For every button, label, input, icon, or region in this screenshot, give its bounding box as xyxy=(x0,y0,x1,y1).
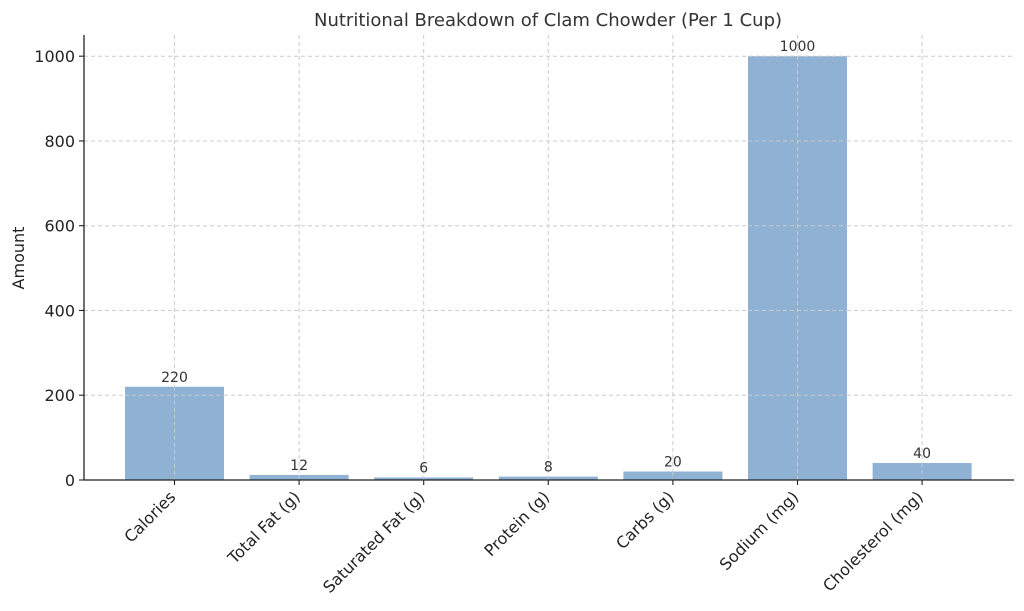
y-tick-label: 400 xyxy=(44,301,75,320)
y-axis-label: Amount xyxy=(9,227,28,290)
chart-title: Nutritional Breakdown of Clam Chowder (P… xyxy=(314,10,782,31)
x-tick-label: Saturated Fat (g) xyxy=(319,487,428,596)
bar-value-label: 1000 xyxy=(780,39,816,55)
bar xyxy=(623,471,723,480)
x-tick-label: Calories xyxy=(120,487,179,546)
x-tick-label: Protein (g) xyxy=(480,487,553,560)
bar-value-label: 8 xyxy=(544,460,553,476)
x-ticks: Calories Total Fat (g) Saturated Fat (g) Pr… xyxy=(120,480,927,597)
x-tick-label: Cholesterol (mg) xyxy=(819,487,927,595)
y-ticks: 0 200 400 600 800 1000 xyxy=(34,47,84,490)
bar-value-label: 220 xyxy=(161,370,188,386)
bar-value-label: 6 xyxy=(419,460,428,476)
y-tick-label: 0 xyxy=(65,471,75,490)
bar-value-label: 20 xyxy=(664,455,682,471)
bar-value-label: 40 xyxy=(913,446,931,462)
y-tick-label: 600 xyxy=(44,217,75,236)
bar-labels: 220 12 6 8 20 1000 40 xyxy=(161,39,931,476)
y-tick-label: 800 xyxy=(44,132,75,151)
x-tick-label: Carbs (g) xyxy=(612,487,678,553)
x-tick-label: Total Fat (g) xyxy=(223,487,304,568)
bar-value-label: 12 xyxy=(290,458,308,474)
bars xyxy=(125,55,972,480)
y-tick-label: 200 xyxy=(44,386,75,405)
axes xyxy=(83,35,1014,481)
x-tick-label: Sodium (mg) xyxy=(716,487,803,574)
y-tick-label: 1000 xyxy=(34,47,75,66)
